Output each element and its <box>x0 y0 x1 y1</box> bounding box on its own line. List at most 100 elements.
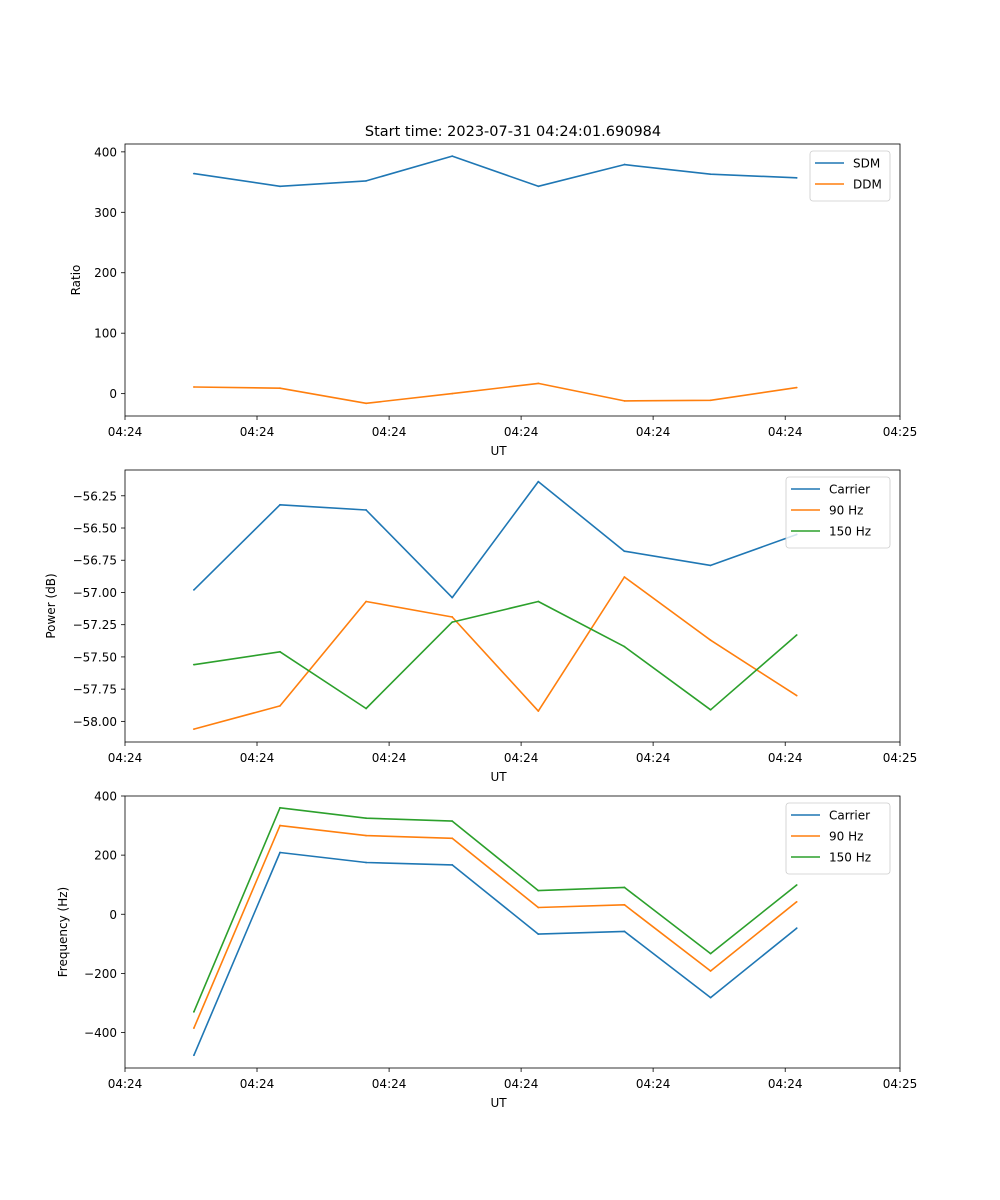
x-tick-label: 04:24 <box>636 751 671 765</box>
x-tick-label: 04:24 <box>636 425 671 439</box>
data-point <box>365 402 368 405</box>
y-tick-label: −400 <box>84 1026 117 1040</box>
x-tick-label: 04:24 <box>240 751 275 765</box>
legend-entry: SDM <box>853 157 880 171</box>
data-point <box>192 588 195 591</box>
data-point <box>537 906 540 909</box>
series-90-hz <box>192 576 798 731</box>
x-tick-label: 04:24 <box>504 751 539 765</box>
x-tick-label: 04:25 <box>883 751 918 765</box>
series-line <box>193 155 797 188</box>
series-line <box>193 382 797 405</box>
y-tick-label: −58.00 <box>73 715 117 729</box>
data-point <box>365 600 368 603</box>
series-line <box>193 600 798 711</box>
series-150-hz <box>192 600 798 711</box>
series-sdm <box>192 155 798 188</box>
y-tick-label: 200 <box>94 266 117 280</box>
data-point <box>709 173 712 176</box>
x-axis-label: UT <box>490 444 507 458</box>
data-point <box>623 645 626 648</box>
data-point <box>365 179 368 182</box>
y-tick-label: −57.00 <box>73 586 117 600</box>
data-point <box>709 399 712 402</box>
data-point <box>279 705 281 707</box>
data-point <box>451 863 454 866</box>
data-point <box>623 930 626 933</box>
legend-entry: Carrier <box>829 483 870 497</box>
x-tick-label: 04:24 <box>504 1077 539 1091</box>
data-point <box>709 970 712 972</box>
data-point <box>451 621 454 624</box>
y-tick-label: 400 <box>94 790 117 804</box>
data-point <box>709 564 712 567</box>
series-line <box>193 824 798 1029</box>
data-point <box>709 708 712 711</box>
data-point <box>795 694 798 697</box>
data-point <box>451 155 454 157</box>
data-point <box>623 886 626 889</box>
data-point <box>623 163 626 166</box>
x-tick-label: 04:25 <box>883 425 918 439</box>
y-axis-label: Ratio <box>69 265 83 296</box>
data-point <box>451 616 454 618</box>
data-point <box>537 889 540 892</box>
data-point <box>192 1027 195 1029</box>
data-point <box>709 639 712 642</box>
data-point <box>623 399 626 402</box>
data-point <box>279 503 281 506</box>
data-point <box>192 1010 195 1013</box>
plot-frame <box>124 469 901 743</box>
x-axis-label: UT <box>490 1096 507 1110</box>
data-point <box>709 996 712 999</box>
y-tick-label: 0 <box>109 908 117 922</box>
series-ddm <box>192 382 798 405</box>
x-tick-label: 04:24 <box>108 1077 143 1091</box>
legend-entry: 90 Hz <box>829 504 863 518</box>
y-tick-label: 0 <box>109 387 117 401</box>
y-tick-label: −57.25 <box>73 618 117 632</box>
data-point <box>192 172 195 175</box>
series-90-hz <box>192 824 798 1029</box>
data-point <box>192 728 195 731</box>
data-point <box>192 386 195 388</box>
data-point <box>709 952 712 955</box>
y-tick-label: 200 <box>94 849 117 863</box>
data-point <box>795 900 798 903</box>
data-point <box>365 861 368 864</box>
plot-frame <box>124 795 901 1069</box>
y-axis-label: Frequency (Hz) <box>56 887 70 978</box>
data-point <box>451 596 454 599</box>
data-point <box>537 600 540 603</box>
data-point <box>537 933 540 935</box>
data-point <box>279 650 281 653</box>
data-point <box>365 817 368 820</box>
legend-entry: Carrier <box>829 809 870 823</box>
x-tick-label: 04:24 <box>768 1077 803 1091</box>
data-point <box>365 834 368 837</box>
x-tick-label: 04:24 <box>372 1077 407 1091</box>
chart-1: 04:24 04:24 04:24 04:24 04:24 04:24 04:25 0 100 2… <box>69 143 918 458</box>
x-tick-label: 04:24 <box>240 1077 275 1091</box>
legend-entry: 90 Hz <box>829 830 863 844</box>
series-line <box>193 576 798 730</box>
series-line <box>193 806 798 1013</box>
y-tick-label: −200 <box>84 967 117 981</box>
series-150-hz <box>192 806 798 1013</box>
plot-frame <box>124 143 901 417</box>
legend: Carrier 90 Hz 150 Hz <box>785 802 891 875</box>
x-tick-label: 04:24 <box>108 751 143 765</box>
y-axis-label: Power (dB) <box>44 573 58 638</box>
y-tick-label: 400 <box>94 145 117 159</box>
legend-entry: DDM <box>853 178 882 192</box>
series-carrier <box>192 851 798 1057</box>
data-point <box>192 663 195 666</box>
data-point <box>365 509 368 511</box>
x-tick-label: 04:24 <box>636 1077 671 1091</box>
data-point <box>451 392 454 395</box>
legend-entry: 150 Hz <box>829 851 871 865</box>
data-point <box>451 837 454 840</box>
legend: SDM DDM <box>809 150 891 202</box>
chart-3: 04:24 04:24 04:24 04:24 04:24 04:24 04:25 −400 −… <box>56 790 917 1111</box>
